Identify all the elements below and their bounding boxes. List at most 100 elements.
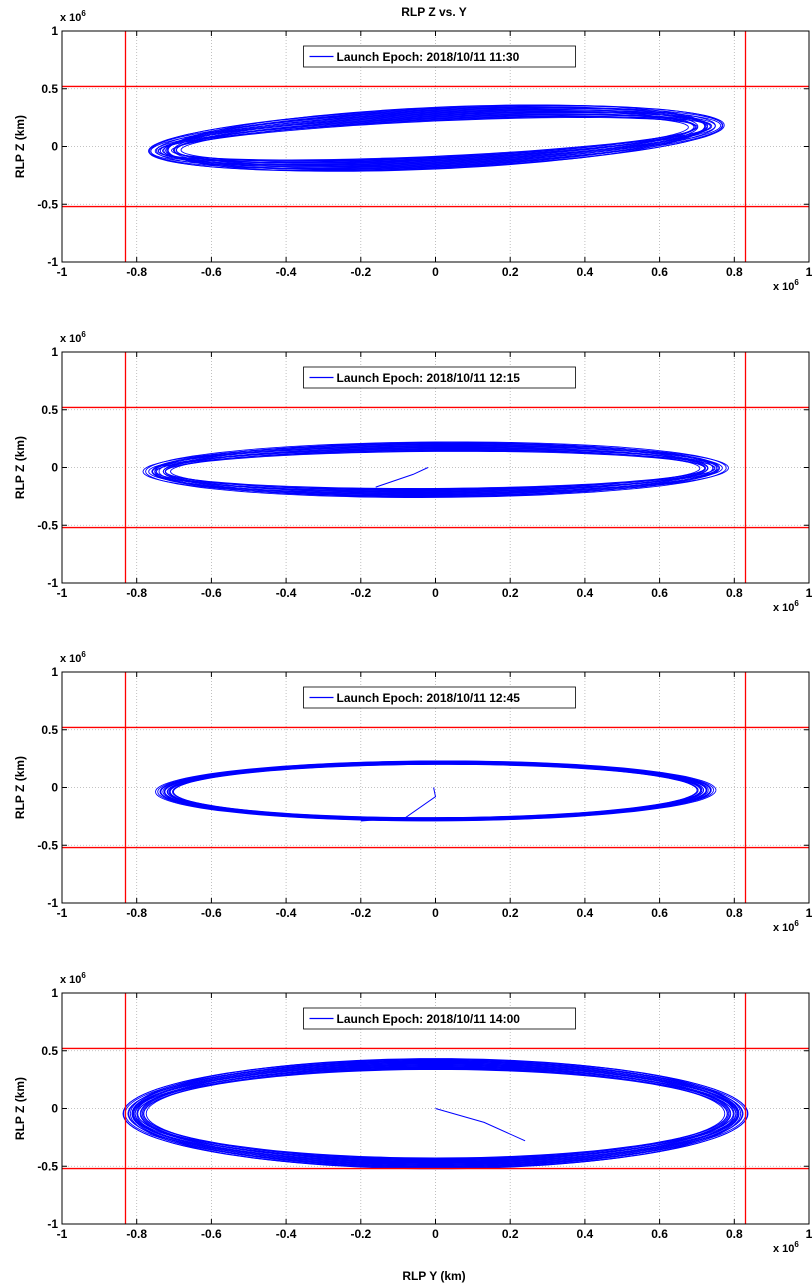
legend-label: Launch Epoch: 2018/10/11 12:45	[337, 691, 521, 705]
transfer-leg	[360, 787, 437, 822]
y-tick-label: 0.5	[41, 403, 58, 417]
x-tick-label: -1	[57, 586, 68, 600]
y-tick-label: -1	[47, 255, 58, 269]
legend-label: Launch Epoch: 2018/10/11 12:15	[337, 371, 521, 385]
trajectory-loop	[171, 117, 698, 161]
y-axis-label: RLP Z (km)	[13, 115, 27, 178]
y-tick-label: 0	[51, 781, 58, 795]
x-tick-label: -0.8	[126, 265, 147, 279]
trajectory-loop	[158, 442, 714, 498]
x-tick-label: -0.8	[126, 1227, 147, 1241]
trajectory-loop	[167, 104, 706, 172]
chart-panel-1: -1 -0.8 -0.6 -0.4 -0.2 0 0.2 0.4 0.6 0.8 1 1 0.5 0 -0.…	[13, 9, 812, 293]
x-tick-label: 0.8	[726, 1227, 743, 1241]
trajectory-loop	[137, 1066, 734, 1161]
x-tick-label: -0.6	[201, 1227, 222, 1241]
legend-label: Launch Epoch: 2018/10/11 11:30	[337, 50, 520, 64]
x-tick-label: -0.4	[276, 265, 297, 279]
x-exponent-label: x 106	[773, 599, 799, 614]
trajectory-loop	[175, 113, 695, 164]
x-exponent-label: x 106	[773, 278, 799, 293]
y-tick-label: -1	[47, 1217, 58, 1231]
trajectory-bundle	[142, 441, 729, 498]
y-tick-label: -0.5	[37, 518, 58, 532]
trajectory-loop	[139, 1063, 732, 1164]
legend-box	[303, 366, 576, 389]
y-tick-label: -0.5	[37, 1159, 58, 1173]
x-tick-label: -0.6	[201, 586, 222, 600]
legend-label: Launch Epoch: 2018/10/11 14:00	[337, 1012, 521, 1026]
y-exponent-label: x 106	[60, 9, 86, 24]
x-tick-label: -0.4	[276, 906, 297, 920]
trajectory-loop	[134, 1063, 737, 1165]
axes-frame	[61, 351, 810, 584]
trajectory-loop	[162, 444, 709, 495]
y-tick-label: 1	[51, 24, 58, 38]
y-axis-label: RLP Z (km)	[13, 436, 27, 499]
x-exponent-label: x 106	[773, 919, 799, 934]
trajectory-loop	[155, 448, 715, 492]
x-tick-label: 0.2	[502, 265, 519, 279]
x-tick-label: 0.2	[502, 906, 519, 920]
x-tick-label: 0	[432, 265, 439, 279]
trajectory-loop	[165, 110, 706, 167]
x-tick-label: 1	[806, 1227, 812, 1241]
x-tick-label: 0.8	[726, 906, 743, 920]
x-tick-label: 0	[432, 1227, 439, 1241]
y-exponent-label: x 106	[60, 971, 86, 986]
x-tick-label: -0.2	[350, 586, 371, 600]
x-tick-label: 0.4	[577, 265, 594, 279]
x-tick-label: 0.4	[577, 1227, 594, 1241]
y-tick-label: -1	[47, 576, 58, 590]
y-tick-label: 0	[51, 1102, 58, 1116]
x-tick-label: -0.4	[276, 586, 297, 600]
x-tick-label: 0.2	[502, 1227, 519, 1241]
y-tick-label: 0	[51, 140, 58, 154]
x-tick-label: -0.6	[201, 906, 222, 920]
trajectory-bundle	[148, 104, 725, 172]
x-tick-label: 0.8	[726, 586, 743, 600]
trajectory-loop	[145, 1067, 726, 1160]
trajectory-loop	[154, 112, 716, 165]
x-axis-label: RLP Y (km)	[402, 1269, 465, 1283]
y-tick-label: 0.5	[41, 82, 58, 96]
y-tick-label: -1	[47, 896, 58, 910]
trajectory-loop	[164, 447, 707, 493]
trajectory-loop	[122, 1059, 749, 1169]
y-tick-label: 1	[51, 665, 58, 679]
y-exponent-label: x 106	[60, 330, 86, 345]
x-tick-label: 0.6	[651, 265, 668, 279]
y-tick-label: 0	[51, 461, 58, 475]
x-tick-label: -1	[57, 265, 68, 279]
x-tick-label: 0.4	[577, 586, 594, 600]
y-tick-label: 1	[51, 986, 58, 1000]
x-tick-label: 0.6	[651, 586, 668, 600]
trajectory-loop	[180, 115, 689, 162]
chart-panel-2: -1 -0.8 -0.6 -0.4 -0.2 0 0.2 0.4 0.6 0.8 1 1 0.5 0 -0.…	[13, 330, 812, 614]
trajectory-loop	[136, 1061, 735, 1166]
legend-box	[303, 45, 576, 68]
trajectory-loop	[162, 114, 708, 163]
y-tick-label: 0.5	[41, 1044, 58, 1058]
trajectory-loop	[145, 441, 727, 498]
x-tick-label: -0.2	[350, 1227, 371, 1241]
x-tick-label: -0.2	[350, 906, 371, 920]
x-tick-label: 1	[806, 586, 812, 600]
trajectory-loop	[141, 1065, 730, 1162]
trajectory-loop	[170, 449, 701, 491]
x-tick-label: -0.4	[276, 1227, 297, 1241]
legend-box	[303, 1007, 576, 1030]
axes-frame	[61, 30, 810, 263]
trajectory-loop	[131, 1059, 740, 1168]
y-tick-label: -0.5	[37, 838, 58, 852]
x-tick-label: -1	[57, 1227, 68, 1241]
x-tick-label: 0.2	[502, 586, 519, 600]
x-tick-label: -1	[57, 906, 68, 920]
x-tick-label: 0	[432, 906, 439, 920]
trajectory-loop	[173, 108, 699, 168]
y-tick-label: -0.5	[37, 197, 58, 211]
trajectory-loop	[154, 444, 718, 496]
trajectory-loop	[166, 106, 706, 170]
x-tick-label: -0.8	[126, 906, 147, 920]
